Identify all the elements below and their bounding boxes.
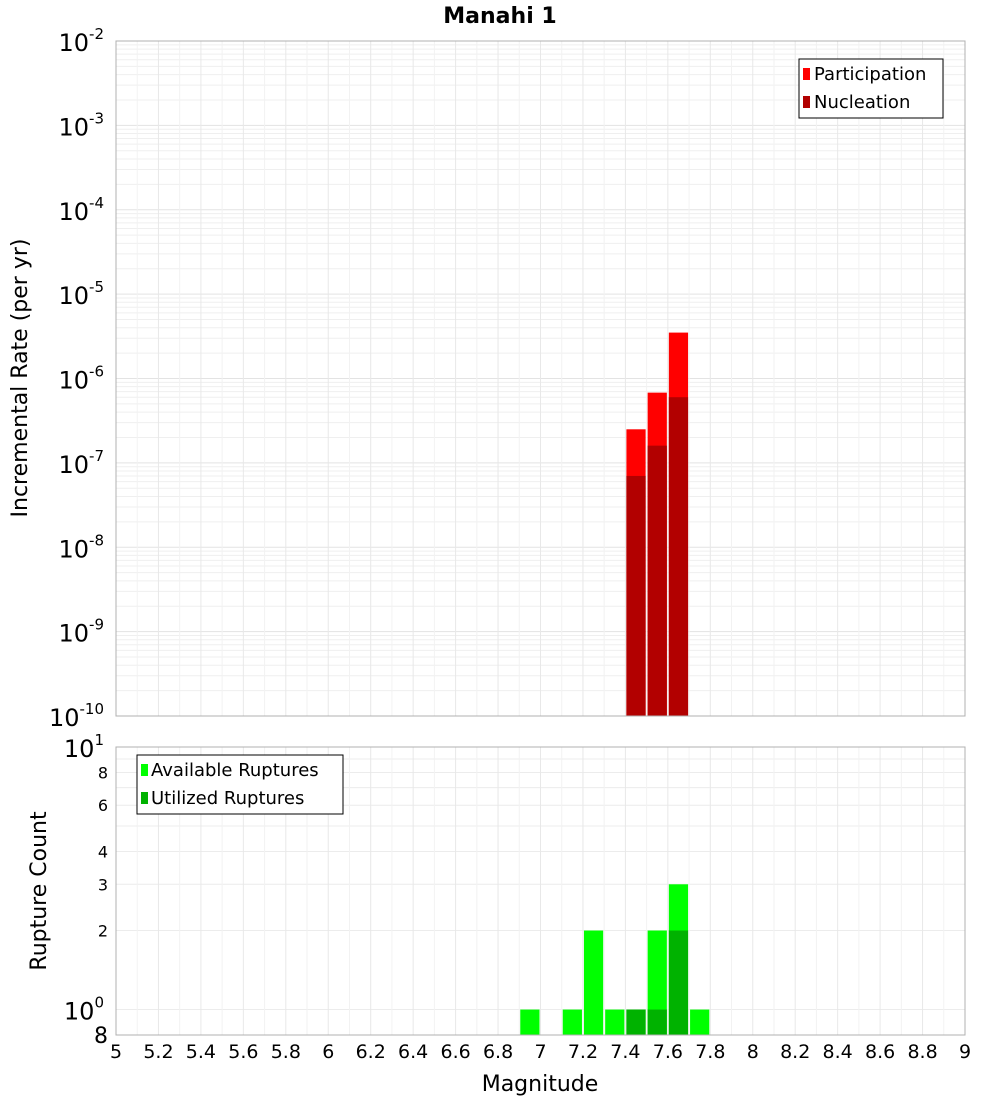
tick-exponent: -5 [89,278,104,296]
x-tick-label: 8.4 [823,1041,853,1063]
utilized-ruptures-bar [626,1009,646,1035]
legend-swatch [803,68,810,80]
available-ruptures-bar [562,1009,582,1035]
x-tick-label: 5.4 [186,1041,216,1063]
legend-label: Available Ruptures [151,760,319,781]
x-axis-title: Magnitude [482,1072,599,1097]
bottom-y-tick-label: 100 [64,994,104,1026]
x-tick-label: 8.2 [780,1041,810,1063]
legend-swatch [803,96,810,108]
tick-base: 10 [58,451,89,479]
legend-label: Utilized Ruptures [151,788,304,809]
tick-exponent: -2 [89,25,104,43]
top-y-tick-label: 10-2 [58,25,104,57]
chart-title: Manahi 1 [443,4,556,29]
available-ruptures-bar [605,1009,625,1035]
x-tick-label: 5.2 [143,1041,173,1063]
top-y-tick-label: 10-3 [58,109,104,141]
nucleation-bar [668,397,689,716]
available-ruptures-bar [583,930,604,1035]
utilized-ruptures-bar [647,1009,667,1035]
legend-swatch [141,764,148,776]
tick-exponent: -10 [80,700,105,718]
top-y-tick-label: 10-8 [58,531,104,563]
tick-base: 10 [58,198,89,226]
x-tick-label: 7.6 [653,1041,683,1063]
tick-base: 10 [58,282,89,310]
utilized-ruptures-bar [668,930,689,1035]
x-tick-label: 6.8 [483,1041,513,1063]
available-ruptures-bar [520,1009,540,1035]
bottom-y-tick-label: 101 [64,731,104,763]
tick-base: 10 [64,998,95,1026]
top-y-tick-label: 10-5 [58,278,104,310]
x-tick-label: 6.6 [440,1041,470,1063]
bottom-y-axis-floor-label: 8 [94,1024,108,1049]
top-y-tick-label: 10-7 [58,447,104,479]
top-y-tick-label: 10-6 [58,363,104,395]
x-tick-label: 7 [534,1041,546,1063]
bottom-y-minor-tick-label: 6 [98,796,108,815]
tick-exponent: -9 [89,616,104,634]
tick-base: 10 [58,29,89,57]
x-tick-label: 7.2 [568,1041,598,1063]
x-tick-label: 6.4 [398,1041,428,1063]
tick-exponent: 1 [94,731,104,749]
nucleation-bar [626,475,646,716]
x-tick-label: 6.2 [356,1041,386,1063]
top-legend: Participation Nucleation [798,58,944,119]
tick-exponent: -7 [89,447,104,465]
bottom-y-minor-tick-label: 4 [98,842,108,861]
x-tick-label: 5.6 [228,1041,258,1063]
bottom-y-minor-tick-label: 2 [98,922,108,941]
x-tick-label: 5.8 [271,1041,301,1063]
tick-exponent: -3 [89,109,104,127]
top-y-tick-label: 10-10 [49,700,104,732]
legend-swatch [141,792,148,804]
tick-exponent: -6 [89,363,104,381]
x-tick-label: 6 [322,1041,334,1063]
x-tick-label: 5 [110,1041,122,1063]
bottom-y-minor-tick-label: 8 [98,763,108,782]
bottom-y-axis-title: Rupture Count [27,811,52,971]
top-y-axis-title: Incremental Rate (per yr) [8,239,33,518]
top-y-tick-label: 10-9 [58,616,104,648]
bottom-y-minor-tick-label: 3 [98,875,108,894]
bottom-plot-border [115,746,966,1036]
x-tick-label: 8.8 [907,1041,937,1063]
tick-base: 10 [58,113,89,141]
bottom-legend: Available Ruptures Utilized Ruptures [136,754,344,815]
top-y-tick-label: 10-4 [58,194,104,226]
tick-base: 10 [58,367,89,395]
tick-base: 10 [64,735,95,763]
legend-box [798,58,944,119]
available-ruptures-bar [690,1009,710,1035]
legend-label: Participation [814,64,926,85]
tick-exponent: -8 [89,531,104,549]
legend-label: Nucleation [814,92,910,113]
x-tick-label: 9 [959,1041,971,1063]
x-tick-label: 8 [747,1041,759,1063]
tick-exponent: 0 [94,994,104,1012]
x-tick-label: 7.8 [695,1041,725,1063]
top-plot-border [115,40,966,717]
top-plot-area: 10-210-310-410-510-610-710-810-910-10Par… [49,25,966,732]
tick-base: 10 [49,704,80,732]
tick-base: 10 [58,535,89,563]
x-tick-label: 8.6 [865,1041,895,1063]
available-ruptures-bar [647,930,667,1035]
tick-exponent: -4 [89,194,104,212]
x-tick-label: 7.4 [610,1041,640,1063]
legend-box [136,754,344,815]
tick-base: 10 [58,620,89,648]
nucleation-bar [647,445,667,716]
